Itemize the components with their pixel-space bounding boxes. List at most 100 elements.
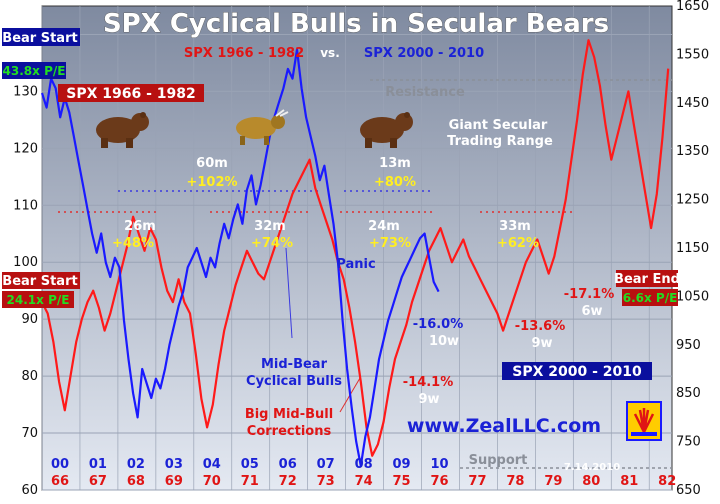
right-axis-tick-label: 1050 <box>676 289 709 304</box>
corr-16-pct: -16.0% <box>413 317 464 332</box>
x-tick-label-blue: 10 <box>430 457 448 472</box>
x-tick-label-red: 71 <box>241 474 259 489</box>
date-label: 7.14.2010 <box>564 462 620 473</box>
x-tick-label-red: 66 <box>51 474 69 489</box>
x-tick-label-blue: 06 <box>279 457 297 472</box>
rally-32m: 32m <box>254 219 286 234</box>
support-label: Support <box>469 453 528 468</box>
right-axis-ticks: 650 750 850 950 1050 1150 1250 1350 1450 1550 1650 <box>676 0 709 498</box>
bear-start-mid-box <box>2 272 80 289</box>
bear-start-top-box <box>2 28 80 46</box>
website-label: www.ZealLLC.com <box>407 415 601 437</box>
x-tick-label-red: 74 <box>355 474 373 489</box>
rally-13m: 13m <box>379 156 411 171</box>
left-axis-tick-label: 110 <box>13 198 38 213</box>
x-tick-label-red: 80 <box>582 474 600 489</box>
rally-32m-pct: +74% <box>251 236 293 251</box>
rally-33m: 33m <box>499 219 531 234</box>
bear-start-mid-pe: 24.1x P/E <box>7 293 70 307</box>
giant-range-label-2: Trading Range <box>447 134 553 149</box>
mid-bear-label-2: Cyclical Bulls <box>246 374 342 389</box>
rally-26m: 26m <box>124 219 156 234</box>
x-tick-label-red: 76 <box>430 474 448 489</box>
spx-left-box <box>58 84 204 102</box>
bull-icon <box>236 109 289 145</box>
left-axis-tick-label: 60 <box>21 483 38 498</box>
right-axis-tick-label: 1250 <box>676 193 709 208</box>
right-axis-tick-label: 1550 <box>676 47 709 62</box>
right-axis-tick-label: 1650 <box>676 0 709 14</box>
right-axis-tick-label: 1150 <box>676 241 709 256</box>
right-axis-tick-label: 750 <box>676 435 701 450</box>
x-tick-label-blue: 02 <box>127 457 145 472</box>
x-tick-label-red: 77 <box>468 474 486 489</box>
right-axis-tick-label: 850 <box>676 386 701 401</box>
zeal-logo-icon <box>626 401 662 441</box>
x-tick-label-red: 81 <box>620 474 638 489</box>
x-tick-label-red: 82 <box>658 474 676 489</box>
bear-start-mid-pe-box <box>2 291 74 308</box>
subtitle-red: SPX 1966 - 1982 <box>184 46 304 61</box>
resistance-label: Resistance <box>385 85 465 100</box>
series-line-spx-1966-1982 <box>41 39 670 457</box>
bear-end-label: Bear End <box>614 272 680 287</box>
corr-171-weeks: 6w <box>581 304 602 319</box>
bear-icon <box>360 112 413 148</box>
bear-start-top-pe-box <box>2 62 66 79</box>
bear-end-pe: 6.6x P/E <box>623 291 678 305</box>
spx-left-label: SPX 1966 - 1982 <box>66 86 196 102</box>
left-axis-tick-label: 70 <box>21 426 38 441</box>
x-tick-label-red: 78 <box>506 474 524 489</box>
rally-33m-pct: +62% <box>497 236 539 251</box>
right-axis-tick-label: 950 <box>676 338 701 353</box>
rally-26m-pct: +48% <box>112 236 154 251</box>
rally-13m-pct: +80% <box>374 175 416 190</box>
bear-end-box <box>616 270 678 287</box>
x-tick-label-blue: 09 <box>393 457 411 472</box>
left-axis-tick-label: 90 <box>21 312 38 327</box>
x-axis-ticks-blue: 00 01 02 03 04 05 06 07 08 09 10 <box>51 457 449 472</box>
x-tick-label-blue: 08 <box>355 457 373 472</box>
panic-label: Panic <box>336 257 375 272</box>
subtitle-blue: SPX 2000 - 2010 <box>364 46 484 61</box>
x-tick-label-blue: 01 <box>89 457 107 472</box>
left-axis-tick-label: 130 <box>13 84 38 99</box>
x-tick-label-blue: 03 <box>165 457 183 472</box>
rally-60m-pct: +102% <box>186 175 237 190</box>
bear-end-pe-box <box>622 289 678 306</box>
x-tick-label-blue: 07 <box>317 457 335 472</box>
x-tick-label-blue: 04 <box>203 457 221 472</box>
mid-bear-label-1: Mid-Bear <box>261 357 328 372</box>
corr-136-weeks: 9w <box>531 336 552 351</box>
rally-60m: 60m <box>196 156 228 171</box>
left-axis-tick-label: 120 <box>13 141 38 156</box>
mid-bear-pointer <box>285 247 293 339</box>
rally-24m-pct: +73% <box>369 236 411 251</box>
x-tick-label-red: 70 <box>203 474 221 489</box>
x-tick-label-blue: 00 <box>51 457 69 472</box>
bear-start-mid-label: Bear Start <box>2 274 77 289</box>
big-mid-label-1: Big Mid-Bull <box>245 407 333 422</box>
rally-24m: 24m <box>368 219 400 234</box>
x-tick-label-blue: 05 <box>241 457 259 472</box>
giant-range-label-1: Giant Secular <box>449 118 548 133</box>
corr-136-pct: -13.6% <box>515 319 566 334</box>
corr-171-pct: -17.1% <box>564 287 615 302</box>
right-axis-tick-label: 1450 <box>676 96 709 111</box>
left-axis-tick-label: 80 <box>21 369 38 384</box>
spx-bottom-box <box>502 362 652 380</box>
chart-title: SPX Cyclical Bulls in Secular Bears <box>103 9 609 39</box>
bear-icon <box>96 112 149 148</box>
left-axis-tick-label: 100 <box>13 255 38 270</box>
x-tick-label-red: 72 <box>279 474 297 489</box>
x-tick-label-red: 69 <box>165 474 183 489</box>
subtitle-vs: vs. <box>320 46 340 60</box>
x-axis-ticks-red: 66 67 68 69 70 71 72 73 74 75 76 77 78 79 80 81 82 <box>51 474 676 489</box>
corr-141-pct: -14.1% <box>403 375 454 390</box>
right-axis-tick-label: 1350 <box>676 144 709 159</box>
corr-141-weeks: 9w <box>418 392 439 407</box>
bear-start-top-pe: 43.8x P/E <box>3 64 66 78</box>
corr-16-weeks: 10w <box>429 334 459 349</box>
spx-bottom-label: SPX 2000 - 2010 <box>512 364 642 380</box>
